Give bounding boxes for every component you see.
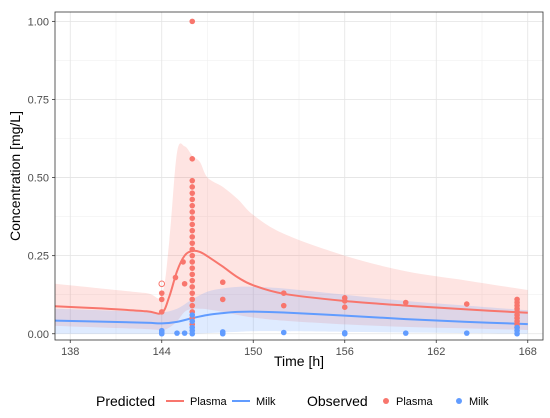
observed-point-plasma: [189, 215, 196, 221]
observed-point-plasma: [189, 227, 196, 234]
legend-key-observed-milk: [456, 398, 462, 404]
observed-point-plasma: [189, 265, 196, 271]
observed-point-plasma: [189, 190, 196, 196]
observed-point-plasma: [189, 296, 196, 303]
observed-point-plasma: [341, 298, 348, 304]
legend-title-predicted: Predicted: [96, 393, 155, 409]
legend-title-observed: Observed: [307, 393, 368, 409]
observed-point-plasma: [189, 196, 196, 203]
x-tick-label: 168: [519, 346, 537, 358]
observed-points: [158, 18, 520, 337]
x-tick-label: 144: [153, 346, 171, 358]
observed-point-plasma: [189, 156, 196, 162]
observed-point-plasma: [189, 18, 196, 25]
observed-point-milk: [514, 330, 520, 337]
observed-point-plasma: [189, 184, 196, 190]
observed-point-milk: [189, 330, 196, 337]
observed-point-plasma: [341, 304, 348, 311]
observed-point-plasma: [189, 302, 196, 309]
observed-point-plasma: [189, 252, 196, 259]
observed-point-plasma: [158, 309, 165, 315]
observed-point-plasma: [189, 271, 196, 278]
observed-point-milk: [402, 330, 409, 336]
y-axis-title: Concentration [mg/L]: [7, 111, 23, 241]
observed-point-plasma: [189, 259, 196, 265]
observed-point-milk: [181, 330, 188, 336]
legend-label-observed-milk: Milk: [469, 396, 489, 408]
observed-point-plasma: [219, 296, 226, 303]
grid-minor: [55, 12, 543, 340]
observed-point-plasma: [158, 280, 166, 288]
observed-point-plasma: [280, 290, 287, 296]
observed-point-plasma: [219, 279, 226, 286]
observed-point-milk: [219, 330, 226, 337]
panel-border: [54, 11, 544, 341]
observed-point-plasma: [189, 277, 196, 284]
x-tick-label: 162: [427, 346, 445, 358]
observed-point-plasma: [189, 290, 196, 296]
x-axis-ticks: 138 144 150 156 162 168: [61, 340, 537, 358]
observed-point-plasma: [189, 202, 196, 209]
observed-point-plasma: [189, 209, 196, 215]
observed-point-plasma: [189, 240, 196, 246]
y-tick-label: 0.25: [28, 251, 49, 263]
x-tick-label: 156: [336, 346, 354, 358]
prediction-line-milk: [54, 310, 528, 326]
y-axis-ticks: 0.00 0.25 0.50 0.75 1.00: [28, 16, 55, 341]
observed-point-plasma: [463, 301, 470, 307]
observed-point-plasma: [189, 284, 196, 290]
observed-point-plasma: [180, 259, 186, 265]
observed-point-plasma: [158, 296, 165, 303]
observed-point-milk: [189, 312, 196, 318]
observed-point-plasma: [189, 246, 196, 253]
observed-point-plasma: [280, 302, 287, 309]
observed-point-plasma: [158, 290, 165, 296]
x-tick-label: 150: [244, 346, 262, 358]
observed-point-plasma: [402, 299, 409, 306]
observed-point-milk: [158, 330, 165, 337]
observed-point-plasma: [172, 274, 179, 281]
observed-point-milk: [189, 318, 196, 325]
y-tick-label: 0.75: [28, 94, 49, 106]
observed-point-milk: [341, 330, 348, 337]
observed-point-milk: [280, 329, 287, 336]
x-axis-title: Time [h]: [274, 353, 324, 369]
observed-point-plasma: [189, 234, 196, 240]
x-tick-label: 138: [61, 346, 79, 358]
observed-point-milk: [463, 330, 470, 336]
y-tick-label: 1.00: [28, 16, 49, 28]
observed-point-milk: [174, 330, 180, 336]
observed-point-plasma: [181, 280, 188, 287]
legend: Predicted Plasma Milk Observed Plasma Milk: [96, 393, 489, 409]
legend-label-predicted-plasma: Plasma: [190, 396, 228, 408]
y-tick-label: 0.50: [28, 173, 49, 185]
legend-label-observed-plasma: Plasma: [396, 396, 434, 408]
grid-major: [55, 12, 543, 340]
legend-key-observed-plasma: [383, 398, 389, 404]
legend-label-predicted-milk: Milk: [256, 396, 276, 408]
observed-point-plasma: [189, 177, 196, 184]
observed-point-plasma: [189, 221, 196, 228]
y-tick-label: 0.00: [28, 329, 49, 341]
